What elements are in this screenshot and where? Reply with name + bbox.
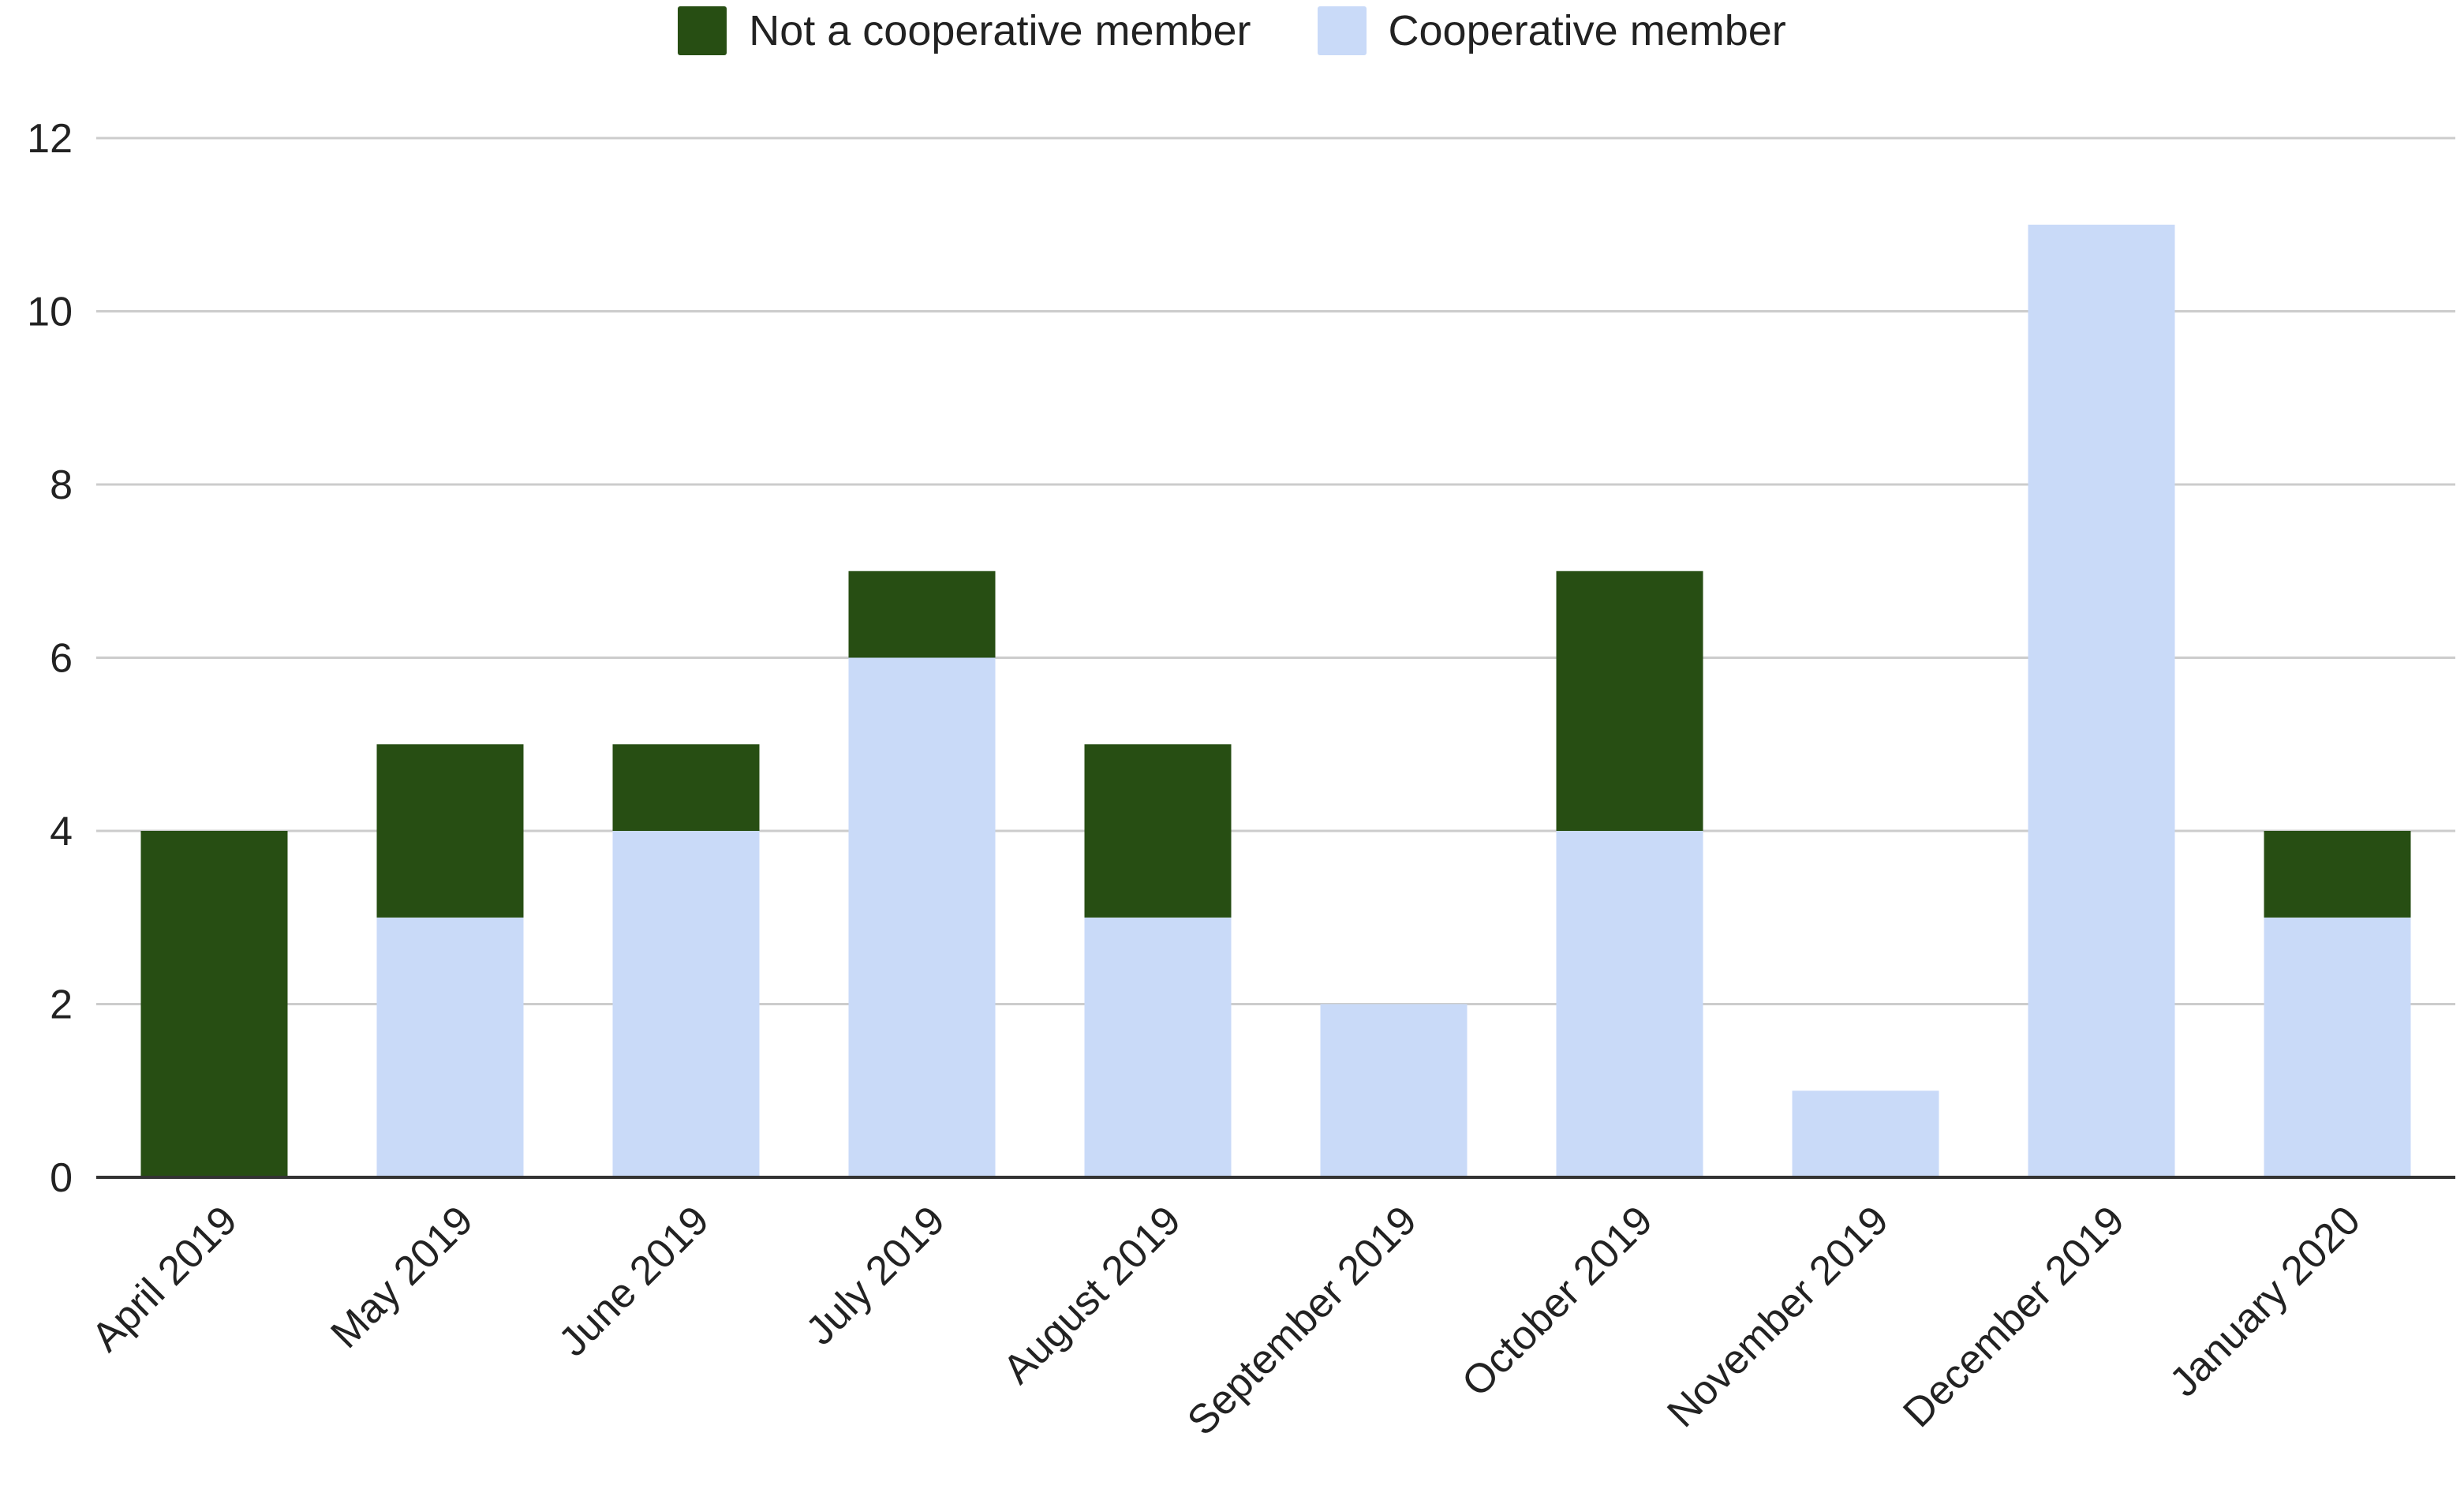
bar-cooperative-member-august-2019	[1084, 917, 1232, 1177]
legend-label-not-cooperative-member: Not a cooperative member	[749, 7, 1251, 54]
y-tick-label-10: 10	[27, 290, 73, 335]
x-tick-label-july-2019: July 2019	[798, 1197, 954, 1353]
x-tick-label-december-2019: December 2019	[1894, 1197, 2133, 1436]
bars	[140, 224, 2411, 1177]
bar-cooperative-member-december-2019	[2028, 224, 2175, 1177]
y-axis-ticks: 0 2 4 6 8 10 12	[27, 116, 73, 1201]
bar-cooperative-member-october-2019	[1556, 831, 1703, 1177]
y-tick-label-2: 2	[50, 982, 73, 1028]
bar-cooperative-member-july-2019	[848, 657, 996, 1177]
y-tick-label-8: 8	[50, 462, 73, 508]
x-tick-label-august-2019: August 2019	[994, 1197, 1190, 1393]
y-tick-label-12: 12	[27, 116, 73, 162]
bar-cooperative-member-september-2019	[1320, 1004, 1468, 1177]
bar-cooperative-member-may-2019	[376, 917, 524, 1177]
legend-item-not-cooperative-member: Not a cooperative member	[678, 6, 1251, 55]
x-tick-label-april-2019: April 2019	[83, 1197, 246, 1360]
x-tick-label-october-2019: October 2019	[1453, 1197, 1662, 1405]
x-tick-label-november-2019: November 2019	[1658, 1197, 1898, 1436]
x-tick-label-may-2019: May 2019	[322, 1197, 481, 1356]
bar-cooperative-member-november-2019	[1792, 1091, 1939, 1177]
bar-cooperative-member-january-2020	[2264, 917, 2411, 1177]
x-axis-ticks: April 2019 May 2019 June 2019 July 2019 Augu…	[83, 1197, 2369, 1444]
legend-label-cooperative-member: Cooperative member	[1388, 7, 1786, 54]
y-tick-label-4: 4	[50, 809, 73, 855]
bar-not-a-cooperative-member-january-2020	[2264, 831, 2411, 918]
legend: Not a cooperative member Cooperative mem…	[0, 6, 2464, 55]
y-tick-label-0: 0	[50, 1155, 73, 1201]
bar-not-a-cooperative-member-may-2019	[376, 744, 524, 918]
y-tick-label-6: 6	[50, 636, 73, 682]
bar-not-a-cooperative-member-april-2019	[140, 831, 288, 1177]
bar-not-a-cooperative-member-june-2019	[612, 744, 760, 831]
x-tick-label-september-2019: September 2019	[1179, 1197, 1426, 1444]
x-tick-label-january-2020: January 2020	[2161, 1197, 2369, 1405]
legend-swatch-cooperative-member	[1317, 6, 1367, 55]
bar-not-a-cooperative-member-october-2019	[1556, 571, 1703, 831]
bar-not-a-cooperative-member-august-2019	[1084, 744, 1232, 918]
legend-item-cooperative-member: Cooperative member	[1317, 6, 1786, 55]
bar-not-a-cooperative-member-july-2019	[848, 571, 996, 658]
bar-cooperative-member-june-2019	[612, 831, 760, 1177]
x-tick-label-june-2019: June 2019	[550, 1197, 718, 1365]
legend-swatch-not-cooperative-member	[678, 6, 727, 55]
